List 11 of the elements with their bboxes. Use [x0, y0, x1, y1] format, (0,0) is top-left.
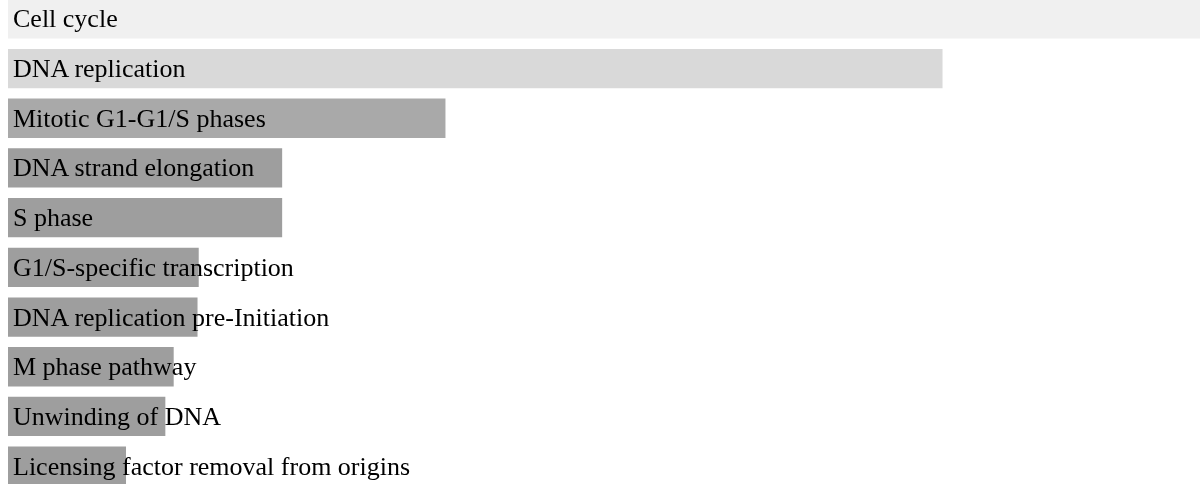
y-tick-label: DNA strand elongation: [13, 153, 255, 183]
bar: [8, 198, 283, 238]
y-tick-label: S phase: [13, 203, 94, 233]
y-tick-label: DNA replication: [13, 54, 186, 84]
y-tick-label: Licensing factor removal from origins: [13, 451, 411, 481]
y-tick-label: Unwinding of DNA: [13, 401, 222, 431]
y-tick-label: Cell cycle: [13, 4, 118, 34]
y-tick-label: Mitotic G1-G1/S phases: [13, 103, 266, 133]
bar: [8, 48, 943, 89]
y-tick-label: DNA replication pre-Initiation: [13, 302, 330, 332]
y-tick-label: G1/S-specific transcription: [13, 252, 294, 282]
